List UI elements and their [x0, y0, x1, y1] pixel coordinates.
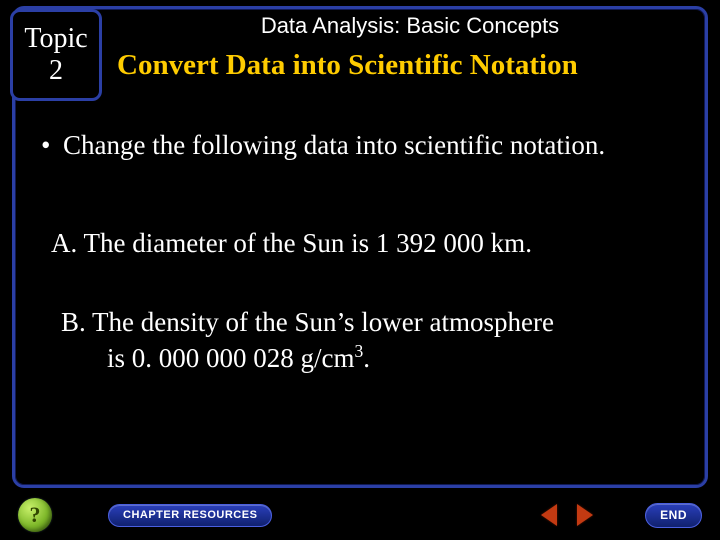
slide: Topic 2 Data Analysis: Basic Concepts Co…	[0, 0, 720, 540]
question-b-exponent: 3	[355, 341, 364, 361]
prev-button[interactable]	[541, 504, 557, 526]
next-button[interactable]	[577, 504, 593, 526]
question-b-line2-suffix: .	[363, 343, 370, 373]
question-b: B. The density of the Sun’s lower atmosp…	[61, 305, 679, 375]
page-header: Data Analysis: Basic Concepts	[135, 13, 685, 39]
footer: ? CHAPTER RESOURCES END	[0, 490, 720, 540]
topic-tab: Topic 2	[10, 9, 102, 101]
end-button[interactable]: END	[645, 503, 702, 528]
chapter-resources-button[interactable]: CHAPTER RESOURCES	[108, 504, 272, 527]
help-icon: ?	[30, 502, 41, 528]
bullet-item: •Change the following data into scientif…	[41, 129, 679, 163]
question-a: A. The diameter of the Sun is 1 392 000 …	[51, 227, 679, 261]
help-button[interactable]: ?	[18, 498, 52, 532]
topic-label: Topic	[24, 23, 87, 55]
content-panel: Topic 2 Data Analysis: Basic Concepts Co…	[12, 6, 708, 488]
question-b-line1: B. The density of the Sun’s lower atmosp…	[61, 307, 554, 337]
topic-number: 2	[49, 55, 63, 87]
bullet-text: Change the following data into scientifi…	[63, 130, 605, 160]
question-b-line2: is 0. 000 000 028 g/cm3.	[61, 340, 679, 376]
bullet-marker: •	[41, 129, 63, 163]
question-b-line2-prefix: is 0. 000 000 028 g/cm	[107, 343, 355, 373]
page-subtitle: Convert Data into Scientific Notation	[117, 49, 693, 82]
